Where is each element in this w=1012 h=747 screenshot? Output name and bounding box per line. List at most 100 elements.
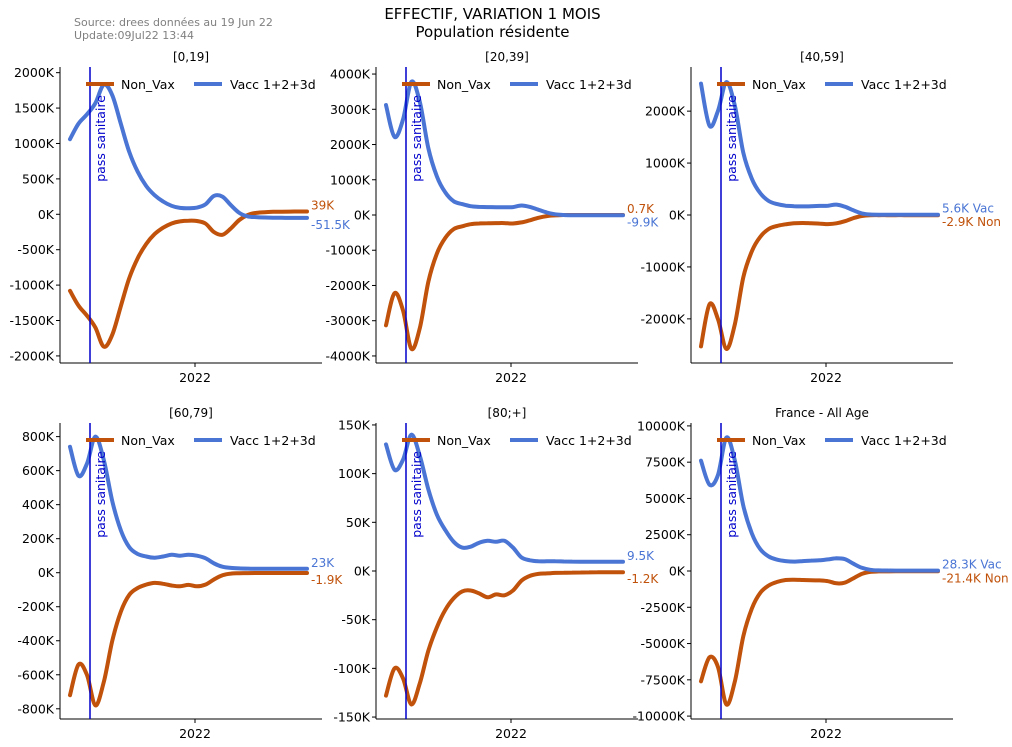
y-tick-label: 2000K: [330, 137, 371, 152]
chart-panel: France - All Age 10000K 7500K 5000K 2500K 0K -…: [633, 406, 1009, 741]
y-tick-label: -4000K: [325, 348, 370, 363]
y-tick-label: -500K: [17, 242, 54, 257]
non-vax-end-label: -1.2K: [627, 572, 659, 586]
vacc-line: [699, 435, 940, 573]
y-tick-label: 0K: [669, 564, 686, 579]
chart-title: France - All Age: [775, 406, 869, 420]
x-tick-label: 2022: [810, 370, 842, 385]
chart-title: [40,59]: [800, 50, 844, 64]
legend-label-vacc: Vacc 1+2+3d: [546, 433, 632, 448]
y-tick-label: -5000K: [640, 636, 685, 651]
y-tick-label: 1500K: [14, 101, 55, 116]
chart-title: [0,19]: [173, 50, 209, 64]
y-tick-label: -2000K: [9, 348, 54, 363]
y-tick-label: 150K: [338, 417, 371, 432]
source-line: Source: drees données au 19 Jun 22: [74, 16, 273, 29]
y-tick-label: -600K: [17, 667, 54, 682]
legend-label-vacc: Vacc 1+2+3d: [230, 433, 316, 448]
y-tick-label: -150K: [333, 710, 370, 725]
y-tick-label: -1000K: [9, 278, 54, 293]
chart-panel: [60,79] 800K 600K 400K 200K 0K -200K -400K -600K…: [17, 406, 343, 741]
chart-panel: [20,39] 4000K 3000K 2000K 1000K 0K -1000K -2000…: [325, 50, 659, 385]
pass-sanitaire-label: pass sanitaire: [409, 95, 424, 182]
y-tick-label: 100K: [338, 466, 371, 481]
non-vax-line: [384, 570, 625, 707]
y-tick-label: -1000K: [325, 243, 370, 258]
y-tick-label: 200K: [22, 531, 55, 546]
non-vax-line: [68, 570, 309, 708]
subtitle-line: Population résidente: [415, 23, 570, 41]
x-tick-label: 2022: [495, 726, 527, 741]
y-tick-label: 2500K: [645, 527, 686, 542]
figure-title: EFFECTIF, VARIATION 1 MOIS Population ré…: [0, 5, 985, 41]
non-vax-line: [699, 213, 940, 351]
non-vax-line: [68, 209, 309, 349]
y-tick-label: 0K: [38, 207, 55, 222]
y-tick-label: 800K: [22, 429, 55, 444]
y-tick-label: 10000K: [637, 418, 686, 433]
y-tick-label: -7500K: [640, 672, 685, 687]
vacc-end-label: 9.5K: [627, 549, 655, 563]
non-vax-end-label: -2.9K Non: [942, 215, 1001, 229]
x-tick-label: 2022: [810, 726, 842, 741]
y-tick-label: -800K: [17, 701, 54, 716]
y-tick-label: 0K: [354, 208, 371, 223]
y-tick-label: 2000K: [645, 104, 686, 119]
source-note: Source: drees données au 19 Jun 22 Updat…: [74, 16, 273, 42]
vacc-line: [384, 79, 625, 218]
y-tick-label: -1500K: [9, 313, 54, 328]
vacc-end-label: -9.9K: [627, 215, 659, 229]
non-vax-end-label: -1.9K: [311, 573, 343, 587]
non-vax-end-label: -21.4K Non: [942, 571, 1009, 585]
y-tick-label: -2000K: [640, 311, 685, 326]
vacc-line: [68, 82, 309, 220]
pass-sanitaire-label: pass sanitaire: [724, 451, 739, 538]
y-tick-label: -2000K: [325, 278, 370, 293]
legend-label-non-vax: Non_Vax: [752, 77, 806, 92]
chart-title: [60,79]: [169, 406, 213, 420]
legend-label-non-vax: Non_Vax: [121, 433, 175, 448]
non-vax-line: [384, 212, 625, 352]
y-tick-label: 1000K: [645, 156, 686, 171]
vacc-end-label: 23K: [311, 556, 335, 570]
legend-label-non-vax: Non_Vax: [752, 433, 806, 448]
y-tick-label: 7500K: [645, 455, 686, 470]
y-tick-label: 600K: [22, 463, 55, 478]
pass-sanitaire-label: pass sanitaire: [724, 95, 739, 182]
y-tick-label: -10000K: [633, 709, 686, 724]
title-line: EFFECTIF, VARIATION 1 MOIS: [384, 5, 601, 23]
chart-panel: [40,59] 2000K 1000K 0K -1000K -2000K 2022 -2.9K…: [640, 50, 1001, 385]
pass-sanitaire-label: pass sanitaire: [93, 95, 108, 182]
vacc-end-label: -51.5K: [311, 218, 351, 232]
y-tick-label: 5000K: [645, 491, 686, 506]
legend-label-non-vax: Non_Vax: [121, 77, 175, 92]
y-tick-label: 400K: [22, 497, 55, 512]
y-tick-label: 2000K: [14, 65, 55, 80]
legend-label-vacc: Vacc 1+2+3d: [546, 77, 632, 92]
y-tick-label: -400K: [17, 633, 54, 648]
y-tick-label: 0K: [669, 208, 686, 223]
y-tick-label: -1000K: [640, 259, 685, 274]
x-tick-label: 2022: [495, 370, 527, 385]
y-tick-label: 0K: [354, 564, 371, 579]
legend-label-vacc: Vacc 1+2+3d: [861, 77, 947, 92]
non-vax-end-label: 0.7K: [627, 202, 655, 216]
chart-title: [20,39]: [485, 50, 529, 64]
y-tick-label: 500K: [22, 171, 55, 186]
x-tick-label: 2022: [179, 370, 211, 385]
legend-label-vacc: Vacc 1+2+3d: [230, 77, 316, 92]
y-tick-label: 0K: [38, 565, 55, 580]
y-tick-label: 4000K: [330, 67, 371, 82]
non-vax-line: [699, 569, 940, 707]
legend-label-non-vax: Non_Vax: [437, 433, 491, 448]
y-tick-label: -100K: [333, 661, 370, 676]
y-tick-label: -3000K: [325, 313, 370, 328]
vacc-line: [699, 80, 940, 217]
chart-title: [80;+]: [488, 406, 527, 420]
chart-panel: [80;+] 150K 100K 50K 0K -50K -100K -150K 2022 -1.…: [333, 406, 659, 741]
y-tick-label: -200K: [17, 599, 54, 614]
x-tick-label: 2022: [179, 726, 211, 741]
non-vax-end-label: 39K: [311, 199, 335, 213]
legend-label-vacc: Vacc 1+2+3d: [861, 433, 947, 448]
